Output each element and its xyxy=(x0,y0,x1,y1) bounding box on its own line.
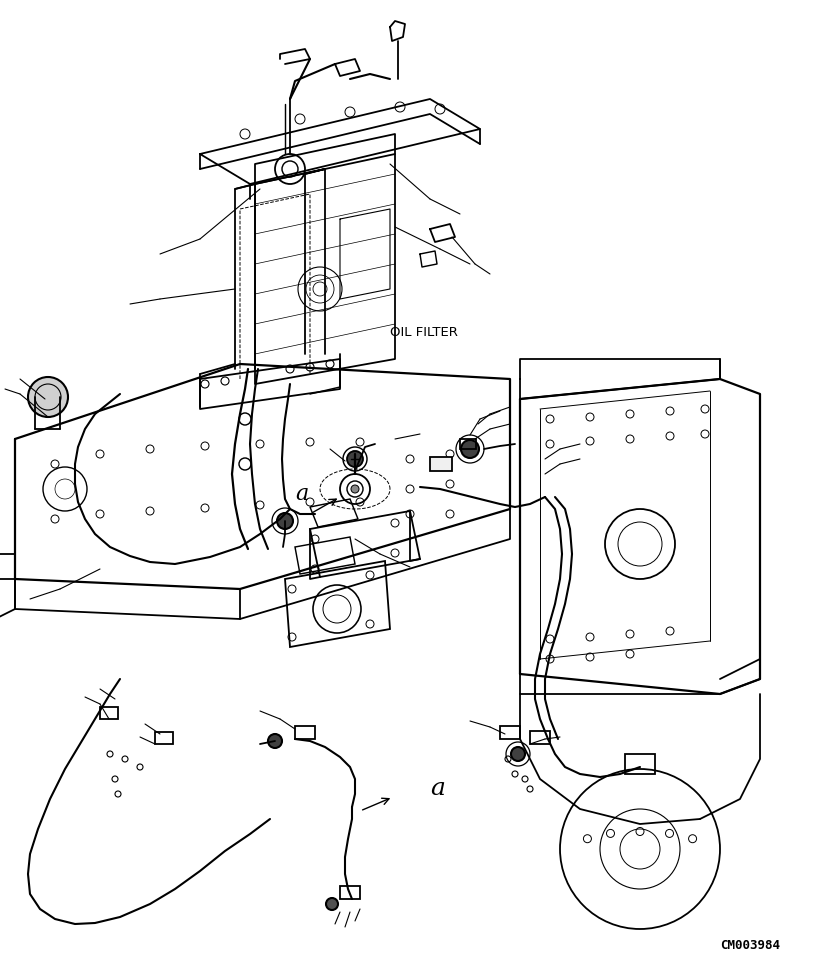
Circle shape xyxy=(277,513,293,530)
Bar xyxy=(530,731,550,744)
Text: OIL FILTER: OIL FILTER xyxy=(390,326,458,338)
Circle shape xyxy=(347,452,363,467)
Bar xyxy=(340,886,360,899)
Bar xyxy=(100,707,118,719)
Circle shape xyxy=(268,734,282,749)
Bar xyxy=(155,732,173,744)
Circle shape xyxy=(326,899,338,910)
Text: a: a xyxy=(295,482,308,505)
Circle shape xyxy=(28,378,68,418)
Bar xyxy=(295,727,315,739)
Circle shape xyxy=(511,748,525,761)
Text: CM003984: CM003984 xyxy=(720,938,780,951)
Text: a: a xyxy=(430,776,445,800)
Bar xyxy=(430,457,452,472)
Circle shape xyxy=(461,440,479,458)
Bar xyxy=(460,439,476,450)
Bar xyxy=(500,727,520,739)
Circle shape xyxy=(351,485,359,494)
Bar xyxy=(625,754,655,775)
